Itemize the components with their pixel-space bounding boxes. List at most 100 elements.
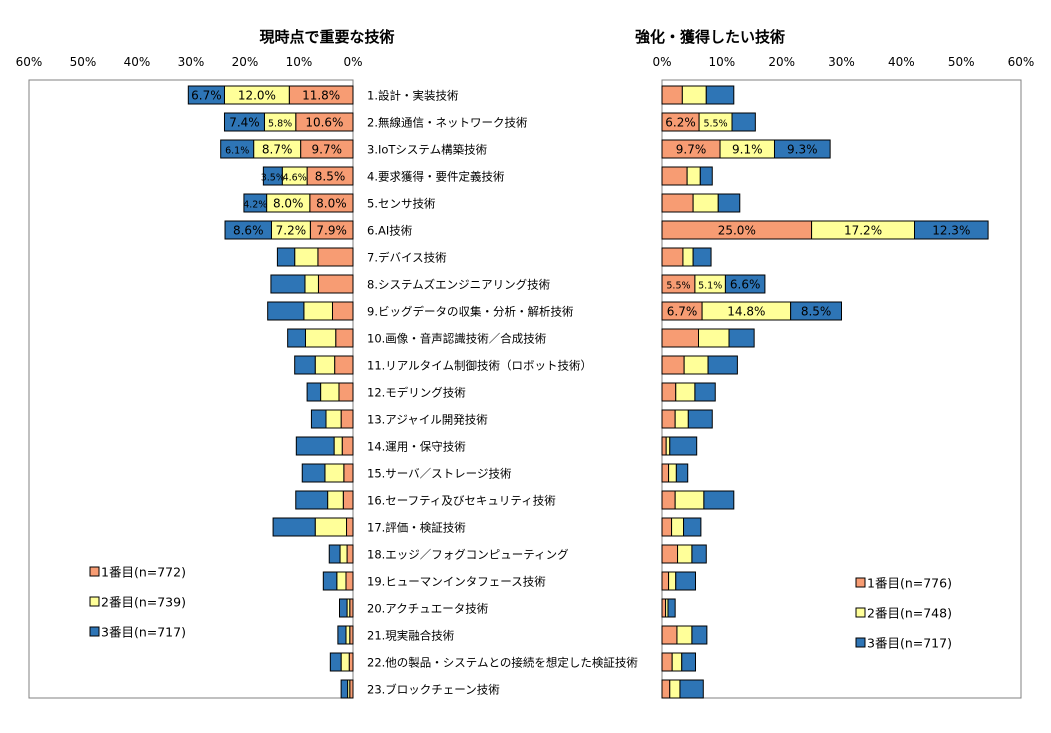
left-bar-second <box>325 409 342 429</box>
right-bar-second <box>675 382 696 402</box>
left-tick-label: 10% <box>286 55 313 69</box>
left-bar-second <box>320 382 340 402</box>
right-bar-first <box>661 328 699 348</box>
category-label: 1.設計・実装技術 <box>367 89 459 103</box>
left-bar-second <box>336 571 347 591</box>
left-bar-first <box>345 571 354 591</box>
left-legend-label-first: 1番目(n=772) <box>101 565 186 580</box>
right-bar-third <box>694 382 716 402</box>
legends: 1番目(n=772) 2番目(n=739) 3番目(n=717) 1番目(n=776)… <box>89 565 952 651</box>
left-bar-third <box>306 382 322 402</box>
right-tick-label: 30% <box>828 55 855 69</box>
left-data-label: 8.5% <box>315 170 346 184</box>
right-data-label: 6.6% <box>730 278 761 292</box>
right-bar-second <box>668 463 677 483</box>
left-bar-third <box>276 247 296 267</box>
left-bar-second <box>304 274 319 294</box>
right-bar-first <box>661 490 676 510</box>
left-bar-third <box>337 625 347 645</box>
left-bar-second <box>324 463 345 483</box>
left-bar-second <box>294 247 319 267</box>
right-data-label: 5.5% <box>666 281 690 292</box>
right-tick-label: 20% <box>768 55 795 69</box>
right-bar-third <box>687 409 713 429</box>
right-bar-first <box>661 625 678 645</box>
left-bar-third <box>301 463 326 483</box>
right-bar-second <box>671 517 685 537</box>
left-data-label: 3.5% <box>261 173 285 184</box>
left-bar-second <box>345 625 351 645</box>
left-tick-label: 50% <box>70 55 97 69</box>
right-legend-label-third: 3番目(n=717) <box>867 636 952 651</box>
left-bar-first <box>346 544 354 564</box>
right-legend-label-first: 1番目(n=776) <box>867 576 952 591</box>
right-bar-first <box>661 409 676 429</box>
left-tick-label: 60% <box>16 55 43 69</box>
right-bar-third <box>724 274 766 294</box>
right-bar-first <box>661 382 677 402</box>
left-tick-label: 30% <box>178 55 205 69</box>
left-data-label: 7.9% <box>316 224 347 238</box>
right-data-label: 5.5% <box>703 119 727 130</box>
left-bar-second <box>327 490 344 510</box>
left-bar-first <box>342 490 354 510</box>
right-bar-third <box>691 625 708 645</box>
left-data-label: 8.6% <box>233 224 264 238</box>
category-label: 19.ヒューマンインタフェース技術 <box>367 575 546 589</box>
right-bar-second <box>682 247 694 267</box>
left-bar-third <box>322 571 338 591</box>
right-legend-swatch-first <box>855 577 866 588</box>
category-label: 14.運用・保守技術 <box>367 440 466 454</box>
left-panel-title: 現時点で重要な技術 <box>259 28 394 46</box>
left-data-label: 10.6% <box>305 116 343 130</box>
right-bar-third <box>683 517 702 537</box>
category-label: 7.デバイス技術 <box>367 251 447 265</box>
right-bar-second <box>677 544 693 564</box>
right-bar-second <box>697 328 730 348</box>
right-bar-third <box>773 139 831 159</box>
right-bar-third <box>790 301 842 321</box>
category-label: 3.IoTシステム構築技術 <box>367 143 488 157</box>
left-bar-first <box>348 652 354 672</box>
right-bar-second <box>671 652 683 672</box>
category-label: 13.アジャイル開発技術 <box>367 413 488 427</box>
right-bar-third <box>691 544 707 564</box>
category-label: 2.無線通信・ネットワーク技術 <box>367 116 528 130</box>
left-data-label: 8.7% <box>262 143 293 157</box>
right-bar-first <box>661 544 679 564</box>
axis-tick-labels: 60% 50% 40% 30% 20% 10% 0% 0% 10% 20% 30% 40% 50% 60% <box>16 55 1035 69</box>
right-bar-first <box>661 679 671 699</box>
right-data-label: 9.1% <box>732 143 763 157</box>
category-label: 8.システムズエンジニアリング技術 <box>367 278 551 292</box>
data-labels: 11.8% 12.0% 6.7% 10.6% 5.8% 7.4% 9.7% 8.7% 6.1% 8… <box>191 89 970 319</box>
right-panel-title: 強化・獲得したい技術 <box>635 28 785 46</box>
right-bar-third <box>703 490 735 510</box>
right-bar-third <box>707 355 738 375</box>
left-data-label: 4.2% <box>243 200 267 211</box>
category-label: 10.画像・音声認識技術／合成技術 <box>367 332 547 346</box>
left-bar-third <box>243 193 268 213</box>
right-tick-label: 40% <box>888 55 915 69</box>
category-label: 4.要求獲得・要件定義技術 <box>367 170 505 184</box>
left-data-label: 11.8% <box>302 89 340 103</box>
left-data-label: 6.1% <box>225 146 249 157</box>
left-bar-third <box>267 301 305 321</box>
right-bar-first <box>661 571 670 591</box>
right-bar-second <box>665 436 671 456</box>
left-bar-second <box>314 355 336 375</box>
right-bar-second <box>686 166 701 186</box>
right-data-label: 9.7% <box>676 143 707 157</box>
right-tick-label: 10% <box>708 55 735 69</box>
left-tick-label: 0% <box>343 55 362 69</box>
right-bar-first <box>661 355 685 375</box>
right-bar-third <box>675 571 697 591</box>
category-label: 15.サーバ／ストレージ技術 <box>367 467 512 481</box>
left-data-label: 12.0% <box>238 89 276 103</box>
category-label: 16.セーフティ及びセキュリティ技術 <box>367 494 556 508</box>
left-bar-first <box>317 247 354 267</box>
right-bar-second <box>674 490 705 510</box>
category-label: 11.リアルタイム制御技術（ロボット技術） <box>367 359 592 373</box>
category-label: 12.モデリング技術 <box>367 386 466 400</box>
